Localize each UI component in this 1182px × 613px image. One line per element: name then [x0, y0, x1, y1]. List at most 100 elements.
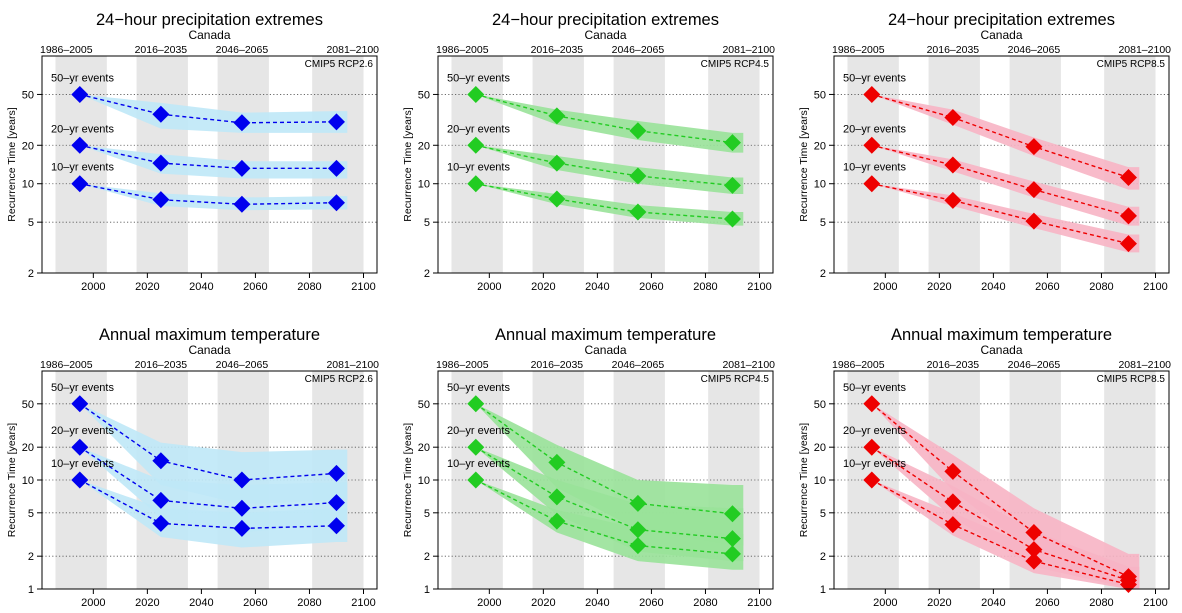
y-tick-label: 20: [814, 442, 826, 454]
y-tick-label: 50: [814, 89, 826, 101]
data-point: [723, 505, 741, 523]
data-point: [548, 154, 566, 172]
data-point: [152, 154, 170, 172]
data-point: [1025, 523, 1043, 541]
uncertainty-band-2: [79, 145, 348, 179]
series-line-3: [79, 183, 337, 206]
y-tick-label: 20: [418, 140, 430, 152]
series-label: 10–yr events: [447, 458, 510, 470]
x-tick-label: 2020: [927, 281, 951, 293]
x-tick-label: 2060: [1035, 597, 1059, 609]
data-point: [1119, 207, 1137, 225]
period-label: 1986–2005: [436, 44, 489, 56]
x-tick-label: 2100: [747, 597, 771, 609]
y-tick-label: 1: [28, 584, 34, 596]
y-tick-label: 5: [820, 217, 826, 229]
period-label: 2046–2065: [1008, 359, 1061, 371]
uncertainty-band-2: [475, 145, 744, 195]
data-point: [71, 85, 89, 103]
chart-panel-6: 1 2 5 10 20 50 2000 2020 2040 2060 2080 2100 Recurre…: [798, 326, 1171, 609]
data-point: [71, 395, 89, 413]
y-tick-label: 1: [424, 584, 430, 596]
y-tick-label: 10: [418, 475, 430, 487]
data-point: [629, 494, 647, 512]
period-label: 1986–2005: [832, 359, 885, 371]
period-label: 2016–2035: [135, 44, 188, 56]
x-tick-label: 2040: [585, 281, 609, 293]
chart-title: 24−hour precipitation extremes: [492, 11, 719, 29]
chart-panel-4: 1 2 5 10 20 50 2000 2020 2040 2060 2080 2100 Recurre…: [6, 326, 379, 609]
period-label: 1986–2005: [40, 359, 93, 371]
x-tick-label: 2080: [297, 281, 321, 293]
y-tick-label: 20: [22, 140, 34, 152]
data-point: [548, 488, 566, 506]
data-point: [152, 191, 170, 209]
x-tick-label: 2000: [873, 281, 897, 293]
data-point: [723, 530, 741, 548]
period-shade-4: [708, 56, 760, 273]
data-point: [71, 438, 89, 456]
chart-panel-2: 2 5 10 20 50 2000 2020 2040 2060 2080 2100 Recurren…: [402, 11, 775, 293]
series-label: 20–yr events: [51, 123, 114, 135]
series-label: 50–yr events: [51, 382, 114, 394]
data-point: [1025, 541, 1043, 559]
data-point: [467, 136, 485, 154]
data-point: [233, 195, 251, 213]
x-tick-label: 2080: [1089, 597, 1113, 609]
period-label: 2016–2035: [927, 359, 980, 371]
scenario-label: CMIP5 RCP2.6: [305, 374, 374, 385]
x-tick-label: 2000: [477, 597, 501, 609]
data-point: [233, 114, 251, 132]
y-axis-label: Recurrence Time [years]: [402, 107, 414, 221]
data-point: [548, 190, 566, 208]
data-point: [944, 156, 962, 174]
series-label: 10–yr events: [843, 458, 906, 470]
x-tick-label: 2100: [351, 597, 375, 609]
x-tick-label: 2020: [531, 281, 555, 293]
y-tick-label: 5: [424, 217, 430, 229]
y-tick-label: 2: [820, 268, 826, 280]
series-line-1: [871, 403, 1129, 578]
chart-subtitle: Canada: [584, 343, 626, 357]
data-point: [723, 210, 741, 228]
data-point: [152, 514, 170, 532]
series-label: 50–yr events: [447, 72, 510, 84]
uncertainty-band-1: [79, 403, 348, 505]
period-label: 2046–2065: [612, 44, 665, 56]
period-label: 2081–2100: [326, 44, 379, 56]
series-line-2: [475, 144, 733, 187]
uncertainty-band-2: [871, 145, 1140, 226]
data-point: [629, 203, 647, 221]
period-shade-3: [1009, 56, 1061, 273]
y-tick-label: 20: [814, 140, 826, 152]
x-tick-label: 2020: [135, 597, 159, 609]
series-line-1: [79, 403, 337, 481]
data-point: [723, 176, 741, 194]
series-label: 10–yr events: [447, 162, 510, 174]
x-tick-label: 2000: [477, 281, 501, 293]
data-point: [1119, 168, 1137, 186]
period-label: 1986–2005: [832, 44, 885, 56]
data-point: [629, 537, 647, 555]
data-point: [629, 122, 647, 140]
x-tick-label: 2020: [927, 597, 951, 609]
data-point: [233, 159, 251, 177]
y-tick-label: 20: [418, 442, 430, 454]
data-point: [548, 512, 566, 530]
period-label: 2016–2035: [531, 44, 584, 56]
x-tick-label: 2000: [873, 597, 897, 609]
y-tick-label: 50: [22, 89, 34, 101]
data-point: [944, 108, 962, 126]
series-line-1: [475, 93, 733, 144]
data-point: [71, 136, 89, 154]
period-label: 2016–2035: [531, 359, 584, 371]
y-tick-label: 2: [28, 551, 34, 563]
x-tick-label: 2100: [351, 281, 375, 293]
period-label: 1986–2005: [436, 359, 489, 371]
plot-frame: [437, 55, 774, 274]
series-line-2: [871, 446, 1129, 582]
x-tick-label: 2100: [747, 281, 771, 293]
x-tick-label: 2080: [693, 281, 717, 293]
series-line-3: [475, 183, 733, 220]
